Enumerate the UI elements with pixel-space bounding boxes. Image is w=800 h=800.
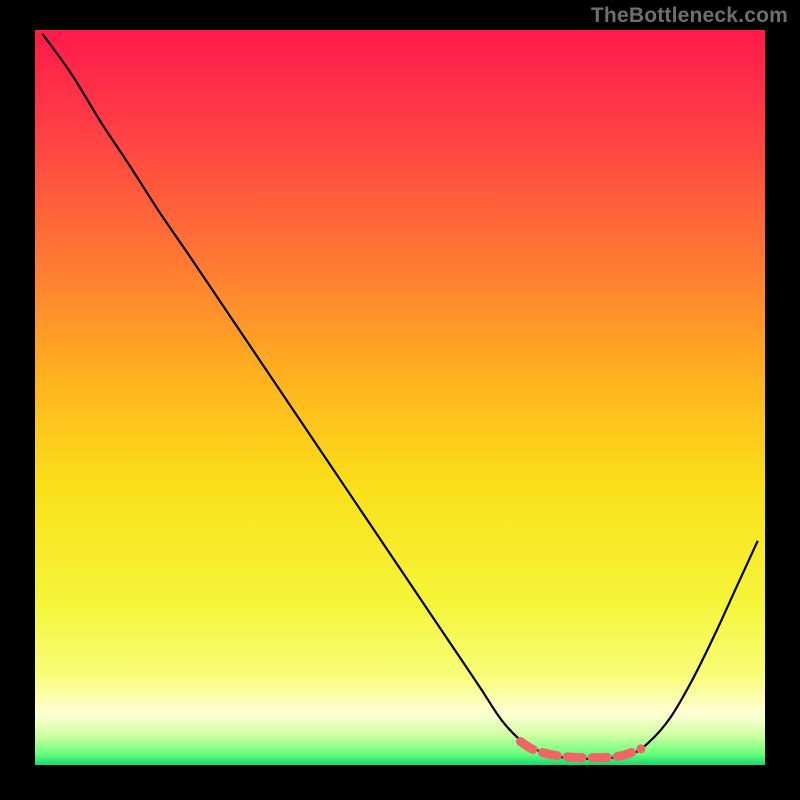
chart-svg [35, 30, 765, 765]
gradient-background [35, 30, 765, 765]
chart-container: TheBottleneck.com [0, 0, 800, 800]
watermark-text: TheBottleneck.com [591, 4, 788, 28]
plot-area [35, 30, 765, 765]
